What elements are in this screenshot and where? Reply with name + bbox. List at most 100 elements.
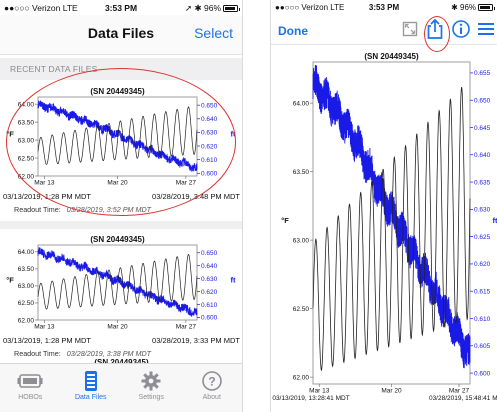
- readout-label: Readout Time:: [14, 205, 61, 214]
- y-tick-label: 62.00: [18, 317, 35, 324]
- battery-percent: ✱ 96%: [451, 3, 476, 12]
- y-tick-label: 62.00: [293, 374, 310, 381]
- y2-tick-label: 0.620: [201, 143, 218, 150]
- status-bar: ●●○○○ Verizon LTE 3:53 PM ✱ 96%: [271, 0, 497, 15]
- start-date: 03/13/2019, 1:28 PM MDT: [3, 336, 91, 345]
- x-start-label: 03/13/2019, 13:28:41 MDT: [272, 395, 349, 402]
- y2-axis-label: ft: [493, 216, 497, 225]
- done-button[interactable]: Done: [278, 24, 308, 38]
- chart-title: (SN 20449345): [90, 235, 145, 244]
- data-file-card[interactable]: (SN 20449345) 64.00 63.50 63.00 62.50 62.00 °F…: [0, 82, 243, 214]
- y-axis-label: °F: [281, 216, 289, 225]
- tab-label: HOBOs: [18, 394, 43, 401]
- select-button[interactable]: Select: [194, 25, 233, 41]
- status-bar: ●●○○○ Verizon LTE 3:53 PM ➚ ✱ 96%: [0, 0, 242, 15]
- y2-tick-label: 0.610: [474, 316, 491, 323]
- tab-bar: HOBOs Data Files: [0, 363, 242, 412]
- carrier-label: ●●○○○ Verizon LTE: [4, 3, 78, 13]
- y2-tick-label: 0.645: [474, 125, 491, 132]
- section-header: RECENT DATA FILES: [0, 58, 242, 80]
- page-title: Data Files: [87, 25, 155, 41]
- battery-icon: [478, 4, 495, 11]
- tab-label: About: [202, 394, 221, 401]
- y2-tick-label: 0.600: [201, 315, 218, 322]
- data-files-screen: ●●○○○ Verizon LTE 3:53 PM ➚ ✱ 96% Data F…: [0, 0, 243, 412]
- gear-icon: [141, 371, 161, 391]
- y-axis-label: °F: [6, 130, 14, 139]
- end-date: 03/28/2019, 3:33 PM MDT: [152, 336, 240, 345]
- water-level-series: [312, 87, 471, 372]
- data-file-thumbnail-chart[interactable]: (SN 20449345) 64.00 63.50 63.00 62.50 62.00 °F…: [0, 230, 243, 334]
- y-tick-label: 64.00: [18, 249, 35, 256]
- share-icon[interactable]: [425, 18, 445, 40]
- tab-about[interactable]: ? About: [182, 364, 243, 412]
- graph-screen: ●●○○○ Verizon LTE 3:53 PM ✱ 96% Done: [270, 0, 497, 412]
- start-date: 03/13/2019, 1:28 PM MDT: [3, 192, 91, 201]
- water-level-series: [37, 253, 198, 310]
- chart-title: (SN 20449345): [364, 52, 419, 61]
- battery-percent: ➚ ✱ 96%: [185, 3, 221, 13]
- tab-label: Data Files: [74, 394, 107, 401]
- y2-axis-label: ft: [231, 276, 236, 285]
- data-file-card[interactable]: (SN 20449345) 64.00 63.50 63.00 62.50 62.00 °F…: [0, 230, 243, 358]
- y2-tick-label: 0.605: [474, 343, 491, 350]
- y2-tick-label: 0.655: [474, 70, 491, 77]
- nav-bar: Data Files Select: [0, 15, 242, 55]
- temperature-series: [312, 64, 471, 369]
- y2-tick-label: 0.600: [474, 370, 491, 377]
- y-tick-label: 63.00: [293, 237, 310, 244]
- y2-tick-label: 0.610: [201, 157, 218, 164]
- y-tick-label: 62.00: [18, 173, 35, 180]
- battery-icon: [223, 5, 240, 12]
- readout-value: 03/28/2019, 3:38 PM MDT: [66, 349, 152, 358]
- y2-tick-label: 0.640: [201, 116, 218, 123]
- status-right: ➚ ✱ 96%: [185, 3, 240, 14]
- y2-tick-label: 0.650: [474, 97, 491, 104]
- x-tick-label: Mar 13: [309, 388, 330, 395]
- y-tick-label: 62.50: [18, 300, 35, 307]
- y2-tick-label: 0.635: [474, 179, 491, 186]
- menu-icon[interactable]: [477, 20, 495, 38]
- x-tick-label: Mar 13: [34, 324, 55, 331]
- nav-bar: Done: [271, 15, 497, 45]
- y-tick-label: 63.50: [18, 266, 35, 273]
- status-right: ✱ 96%: [451, 3, 495, 12]
- tab-hobos[interactable]: HOBOs: [0, 364, 61, 412]
- y-tick-label: 64.00: [293, 100, 310, 107]
- y2-tick-label: 0.620: [474, 261, 491, 268]
- readout-value: 03/28/2019, 3:52 PM MDT: [66, 205, 152, 214]
- question-icon: ?: [201, 371, 222, 391]
- tab-data-files[interactable]: Data Files: [61, 364, 122, 412]
- clock: 3:53 PM: [104, 3, 138, 13]
- y-tick-label: 63.00: [18, 283, 35, 290]
- y2-tick-label: 0.640: [201, 263, 218, 270]
- y2-tick-label: 0.620: [201, 289, 218, 296]
- readout-label: Readout Time:: [14, 349, 61, 358]
- temperature-water-level-chart[interactable]: (SN 20449345) 64.00 63.50 63.00 62.50 62.00 °F…: [271, 46, 497, 412]
- svg-text:?: ?: [208, 375, 215, 389]
- clock: 3:53 PM: [368, 3, 400, 12]
- readout-time: Readout Time: 03/28/2019, 3:52 PM MDT: [14, 205, 151, 214]
- y-axis-label: °F: [6, 276, 14, 285]
- data-file-thumbnail-chart[interactable]: (SN 20449345) 64.00 63.50 63.00 62.50 62.00 °F…: [0, 82, 243, 190]
- y2-tick-label: 0.625: [474, 234, 491, 241]
- water-level-series: [37, 106, 198, 165]
- y2-tick-label: 0.600: [201, 171, 218, 178]
- y2-tick-label: 0.650: [201, 250, 218, 257]
- carrier-label: ●●○○○ Verizon LTE: [275, 3, 345, 12]
- y-tick-label: 64.00: [18, 101, 35, 108]
- fullscreen-icon[interactable]: [401, 20, 419, 38]
- y2-tick-label: 0.640: [474, 152, 491, 159]
- y2-tick-label: 0.610: [201, 302, 218, 309]
- y2-axis-label: ft: [231, 130, 236, 139]
- readout-time: Readout Time: 03/28/2019, 3:38 PM MDT: [14, 349, 151, 358]
- x-tick-label: Mar 27: [176, 324, 197, 331]
- divider: [0, 221, 242, 229]
- tab-settings[interactable]: Settings: [121, 364, 182, 412]
- y-tick-label: 62.50: [293, 306, 310, 313]
- temperature-series: [37, 247, 198, 317]
- y-tick-label: 63.50: [293, 169, 310, 176]
- x-tick-label: Mar 20: [107, 324, 128, 331]
- info-icon[interactable]: [451, 19, 471, 39]
- end-date: 03/28/2019, 3:48 PM MDT: [152, 192, 240, 201]
